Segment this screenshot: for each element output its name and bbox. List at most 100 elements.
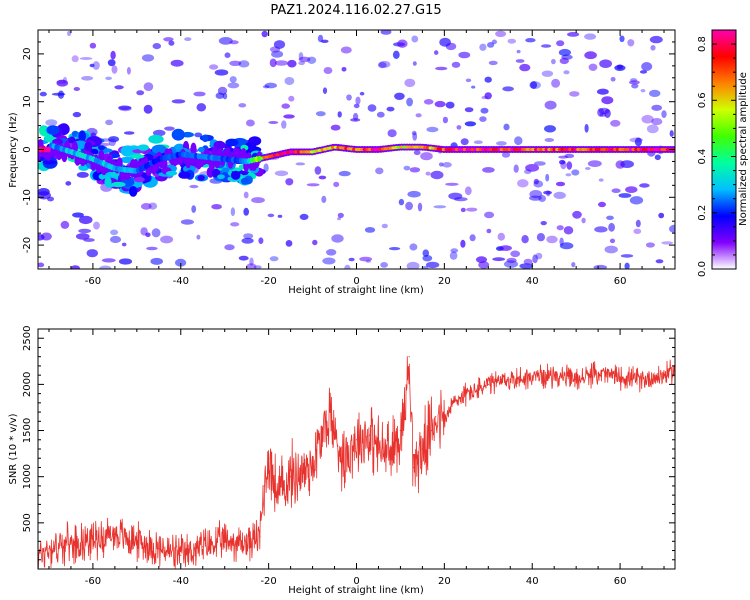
- spectral-blob: [46, 125, 60, 135]
- noise-speckle: [251, 197, 265, 204]
- snr-point: [404, 411, 406, 413]
- noise-speckle: [321, 195, 327, 203]
- spectral-blob: [197, 146, 205, 153]
- noise-speckle: [641, 62, 653, 71]
- noise-speckle: [409, 167, 421, 173]
- spectral-blob: [197, 175, 205, 181]
- noise-speckle: [397, 39, 408, 48]
- noise-speckle: [348, 257, 355, 262]
- noise-speckle: [386, 106, 395, 112]
- snr-point: [320, 439, 322, 441]
- snr-x-axis: -60 -40 -20 0 20 40 60: [48, 329, 665, 587]
- noise-speckle: [519, 263, 534, 269]
- noise-speckle: [442, 116, 448, 124]
- snr-point: [224, 540, 226, 542]
- snr-point: [663, 374, 665, 376]
- noise-speckle: [540, 221, 547, 226]
- noise-speckle: [47, 196, 54, 202]
- noise-speckle: [492, 257, 506, 262]
- noise-speckle: [381, 223, 388, 229]
- noise-speckle: [502, 86, 514, 92]
- noise-speckle: [105, 76, 112, 81]
- noise-speckle: [191, 205, 197, 213]
- noise-speckle: [145, 232, 151, 238]
- noise-speckle: [569, 91, 580, 97]
- noise-speckle: [618, 193, 632, 198]
- noise-speckle: [299, 213, 309, 220]
- noise-speckle: [180, 219, 194, 225]
- spectral-blob: [148, 134, 164, 144]
- noise-speckle: [559, 242, 574, 250]
- noise-speckle: [469, 234, 476, 242]
- noise-speckle: [598, 178, 604, 182]
- noise-speckle: [378, 60, 391, 68]
- snr-point: [259, 536, 261, 538]
- noise-speckle: [45, 119, 58, 126]
- noise-speckle: [364, 227, 376, 233]
- snr-point: [92, 538, 94, 541]
- snr-point: [377, 448, 380, 450]
- noise-speckle: [514, 136, 523, 146]
- spectral-blob: [129, 186, 138, 197]
- spectral-blob: [171, 128, 185, 141]
- spectrogram-x-axis: -60 -40 -20 0 20 40 60: [48, 30, 665, 287]
- noise-speckle: [241, 237, 254, 244]
- noise-speckle: [126, 67, 131, 75]
- noise-speckle: [478, 261, 490, 269]
- noise-speckle: [521, 235, 529, 244]
- noise-speckle: [519, 63, 531, 72]
- spectral-blob: [230, 170, 241, 180]
- noise-speckle: [355, 96, 361, 105]
- spectral-blob: [111, 181, 126, 188]
- noise-speckle: [545, 173, 550, 182]
- noise-speckle: [337, 212, 344, 218]
- noise-speckle: [422, 255, 433, 262]
- noise-speckle: [380, 30, 392, 35]
- noise-speckle: [438, 162, 444, 167]
- noise-speckle: [189, 184, 199, 189]
- noise-speckle: [224, 244, 235, 251]
- noise-speckle: [262, 85, 270, 89]
- noise-speckle: [86, 249, 99, 258]
- noise-speckle: [479, 116, 487, 122]
- noise-speckle: [76, 171, 89, 178]
- noise-speckle: [534, 161, 546, 166]
- noise-speckle: [140, 203, 152, 210]
- noise-speckle: [107, 59, 116, 67]
- ridge-halo: [190, 142, 197, 155]
- noise-speckle: [337, 111, 342, 118]
- noise-speckle: [631, 83, 639, 89]
- noise-speckle: [565, 173, 572, 177]
- noise-speckle: [123, 131, 135, 135]
- noise-speckle: [464, 107, 474, 113]
- noise-speckle: [394, 92, 405, 101]
- noise-speckle: [413, 150, 421, 156]
- snr-point: [246, 542, 248, 544]
- noise-speckle: [101, 258, 116, 263]
- snr-point: [312, 462, 314, 464]
- noise-speckle: [229, 40, 239, 45]
- noise-speckle: [146, 246, 158, 251]
- noise-speckle: [513, 164, 519, 173]
- noise-speckle: [563, 70, 570, 75]
- spectrogram-y-tick-label: -20: [22, 237, 33, 253]
- spectral-blob: [221, 167, 230, 173]
- noise-speckle: [353, 103, 360, 109]
- snr-point: [619, 376, 621, 378]
- noise-speckle: [218, 37, 233, 45]
- snr-x-tick-label: 60: [614, 576, 627, 587]
- noise-speckle: [559, 57, 569, 65]
- noise-speckle: [151, 228, 161, 238]
- noise-speckle: [629, 137, 643, 143]
- snr-point: [575, 379, 577, 381]
- spectrogram-y-axis: -20 -10 0 10 20: [22, 29, 675, 270]
- noise-speckle: [584, 51, 597, 60]
- noise-speckle: [65, 181, 72, 186]
- noise-speckle: [546, 190, 551, 197]
- noise-speckle: [563, 226, 574, 235]
- noise-speckle: [168, 40, 175, 46]
- noise-speckle: [378, 62, 387, 69]
- colorbar-tick-label: 0.8: [697, 36, 708, 52]
- noise-speckle: [633, 228, 642, 234]
- spectral-blob: [120, 145, 136, 157]
